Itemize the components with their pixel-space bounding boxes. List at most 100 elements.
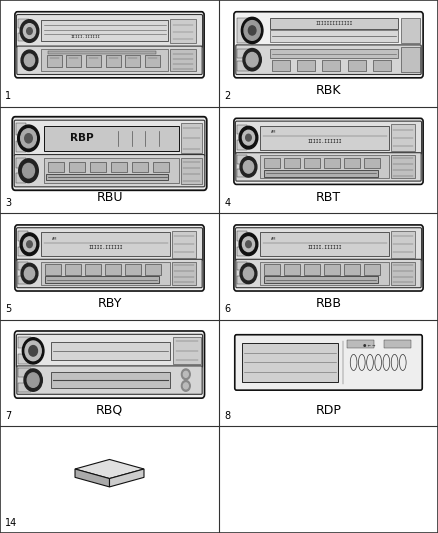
Bar: [45, 276, 159, 283]
Bar: [284, 264, 300, 274]
Bar: [44, 126, 179, 151]
Bar: [48, 162, 64, 172]
Bar: [242, 343, 338, 382]
Bar: [105, 264, 120, 274]
Bar: [344, 264, 360, 274]
Bar: [18, 276, 28, 284]
Bar: [324, 264, 339, 274]
Circle shape: [241, 17, 263, 44]
Bar: [261, 155, 389, 179]
Text: 3: 3: [5, 198, 11, 208]
Bar: [42, 20, 168, 42]
Bar: [264, 169, 378, 176]
Bar: [65, 264, 81, 274]
Bar: [347, 60, 366, 71]
Circle shape: [181, 381, 190, 391]
Bar: [261, 126, 389, 150]
Text: RBP: RBP: [70, 133, 93, 143]
Circle shape: [21, 263, 38, 284]
Bar: [172, 231, 196, 257]
Bar: [170, 19, 196, 43]
Bar: [391, 124, 415, 151]
Bar: [69, 162, 85, 172]
FancyBboxPatch shape: [234, 225, 423, 291]
Bar: [237, 262, 247, 270]
Bar: [261, 262, 389, 285]
FancyBboxPatch shape: [17, 366, 202, 394]
Circle shape: [20, 20, 39, 43]
Bar: [46, 174, 168, 181]
Bar: [125, 55, 141, 67]
Bar: [18, 19, 29, 28]
Bar: [344, 158, 360, 168]
Bar: [237, 155, 247, 164]
FancyBboxPatch shape: [236, 259, 421, 288]
Text: IIIII.IIIIII: IIIII.IIIIII: [88, 245, 123, 251]
Bar: [18, 262, 28, 270]
Circle shape: [22, 164, 35, 178]
Bar: [153, 162, 169, 172]
FancyBboxPatch shape: [15, 12, 204, 78]
Circle shape: [25, 267, 35, 280]
Text: IIIII.IIIIII: IIIII.IIIIII: [307, 139, 342, 144]
Bar: [391, 155, 415, 179]
Text: RBQ: RBQ: [96, 404, 123, 417]
Bar: [297, 60, 315, 71]
Bar: [261, 232, 389, 256]
Bar: [237, 18, 249, 43]
Circle shape: [246, 52, 258, 67]
Bar: [18, 231, 28, 241]
Bar: [51, 372, 170, 388]
Bar: [304, 158, 320, 168]
Circle shape: [244, 21, 260, 41]
Circle shape: [243, 49, 261, 71]
Text: 2: 2: [224, 91, 230, 101]
Text: 14: 14: [5, 518, 18, 528]
Text: RBB: RBB: [315, 297, 342, 310]
Circle shape: [239, 126, 258, 149]
Circle shape: [29, 345, 38, 356]
Text: AM: AM: [271, 131, 276, 134]
Bar: [18, 33, 29, 42]
Bar: [132, 162, 148, 172]
Circle shape: [244, 267, 254, 280]
Text: ● ← →: ● ← →: [363, 344, 375, 348]
Circle shape: [23, 23, 35, 38]
Circle shape: [184, 383, 188, 389]
FancyBboxPatch shape: [234, 118, 423, 184]
Bar: [264, 276, 378, 283]
Bar: [237, 61, 249, 71]
Text: IIIII.IIIIII: IIIII.IIIIII: [307, 245, 342, 251]
Circle shape: [246, 241, 251, 248]
Circle shape: [25, 54, 35, 67]
Bar: [237, 140, 247, 150]
Circle shape: [25, 341, 41, 361]
Bar: [145, 55, 160, 67]
Bar: [401, 18, 420, 43]
Circle shape: [19, 159, 38, 183]
Circle shape: [21, 129, 36, 148]
Bar: [264, 264, 280, 274]
Polygon shape: [110, 469, 144, 487]
Bar: [18, 247, 28, 256]
Bar: [264, 158, 280, 168]
FancyBboxPatch shape: [14, 120, 205, 156]
Bar: [272, 60, 290, 71]
Bar: [172, 262, 196, 285]
Circle shape: [27, 373, 39, 387]
FancyBboxPatch shape: [235, 228, 422, 261]
Text: 6: 6: [224, 304, 230, 314]
FancyBboxPatch shape: [234, 12, 423, 78]
Circle shape: [24, 369, 42, 391]
FancyBboxPatch shape: [12, 117, 207, 190]
Bar: [181, 158, 202, 184]
Bar: [16, 141, 26, 152]
Bar: [42, 262, 170, 285]
Circle shape: [240, 263, 257, 284]
Bar: [237, 125, 247, 134]
Bar: [170, 49, 196, 71]
Bar: [284, 158, 300, 168]
Text: RBY: RBY: [97, 297, 122, 310]
Circle shape: [246, 134, 251, 141]
Bar: [401, 47, 420, 72]
